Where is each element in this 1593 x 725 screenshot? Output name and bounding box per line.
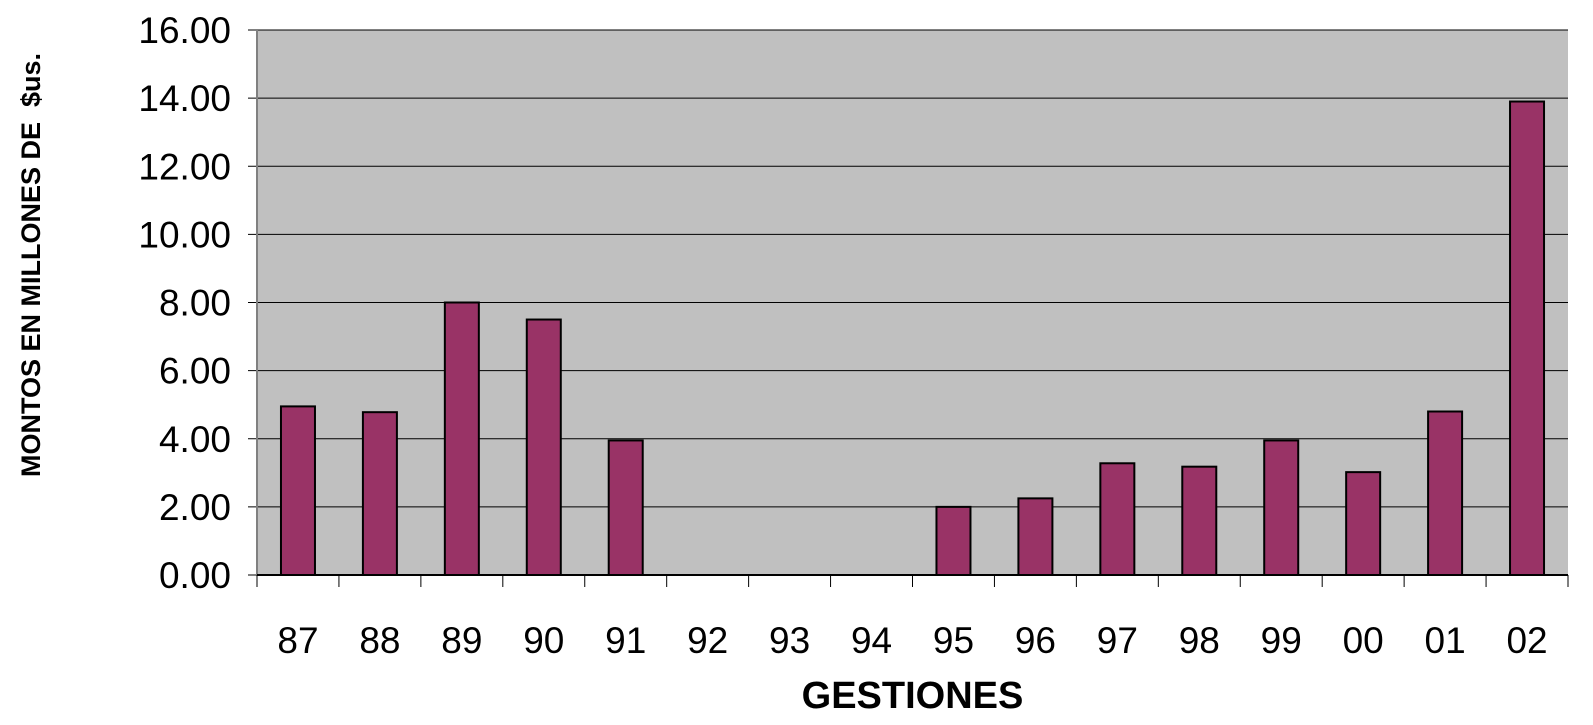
bar-87: [279, 405, 316, 576]
bar-98: [1181, 465, 1218, 576]
x-tick-label: 90: [523, 620, 564, 661]
y-tick-label: 12.00: [138, 146, 231, 187]
axes: [256, 30, 1569, 587]
y-tick-labels: 0.00 2.00 4.00 6.00 8.00 10.00 12.00 14.00 16.00: [138, 10, 231, 596]
bar-97: [1099, 462, 1136, 576]
bars: [279, 100, 1546, 577]
bar-95: [935, 505, 972, 576]
x-tick-label: 00: [1343, 620, 1384, 661]
x-tick-label: 95: [933, 620, 974, 661]
y-tick-label: 2.00: [159, 487, 231, 528]
x-tick-label: 93: [769, 620, 810, 661]
y-tick-label: 16.00: [138, 10, 231, 51]
bar-01: [1427, 410, 1464, 576]
x-tick-label: 94: [851, 620, 892, 661]
x-tick-label: 97: [1097, 620, 1138, 661]
x-tick-label: 01: [1425, 620, 1466, 661]
y-tick-label: 8.00: [159, 283, 231, 324]
y-tick-label: 10.00: [138, 214, 231, 255]
y-tick-label: 4.00: [159, 419, 231, 460]
x-tick-label: 99: [1261, 620, 1302, 661]
x-tick-label: 92: [687, 620, 728, 661]
y-tick-label: 0.00: [159, 555, 231, 596]
bar-96: [1017, 497, 1054, 576]
x-tick-label: 88: [359, 620, 400, 661]
bar-91: [607, 439, 644, 576]
bar-02: [1509, 100, 1546, 576]
y-tick-label: 6.00: [159, 351, 231, 392]
y-axis-title: MONTOS EN MILLONES DE $us.: [16, 53, 46, 477]
x-tick-label: 89: [441, 620, 482, 661]
y-tick-label: 14.00: [138, 78, 231, 119]
x-tick-label: 96: [1015, 620, 1056, 661]
x-tick-label: 91: [605, 620, 646, 661]
x-tick-label: 02: [1506, 620, 1547, 661]
x-tick-label: 98: [1179, 620, 1220, 661]
x-tick-label: 87: [277, 620, 318, 661]
bar-99: [1263, 439, 1300, 576]
bar-90: [525, 318, 562, 576]
x-axis-title: GESTIONES: [802, 675, 1024, 717]
bar-88: [361, 411, 398, 576]
bar-00: [1345, 471, 1382, 577]
x-tick-labels: 87 88 89 90 91 92 93 94 95 96 97 98 99 00 01 02: [277, 620, 1547, 661]
bar-89: [443, 301, 480, 576]
